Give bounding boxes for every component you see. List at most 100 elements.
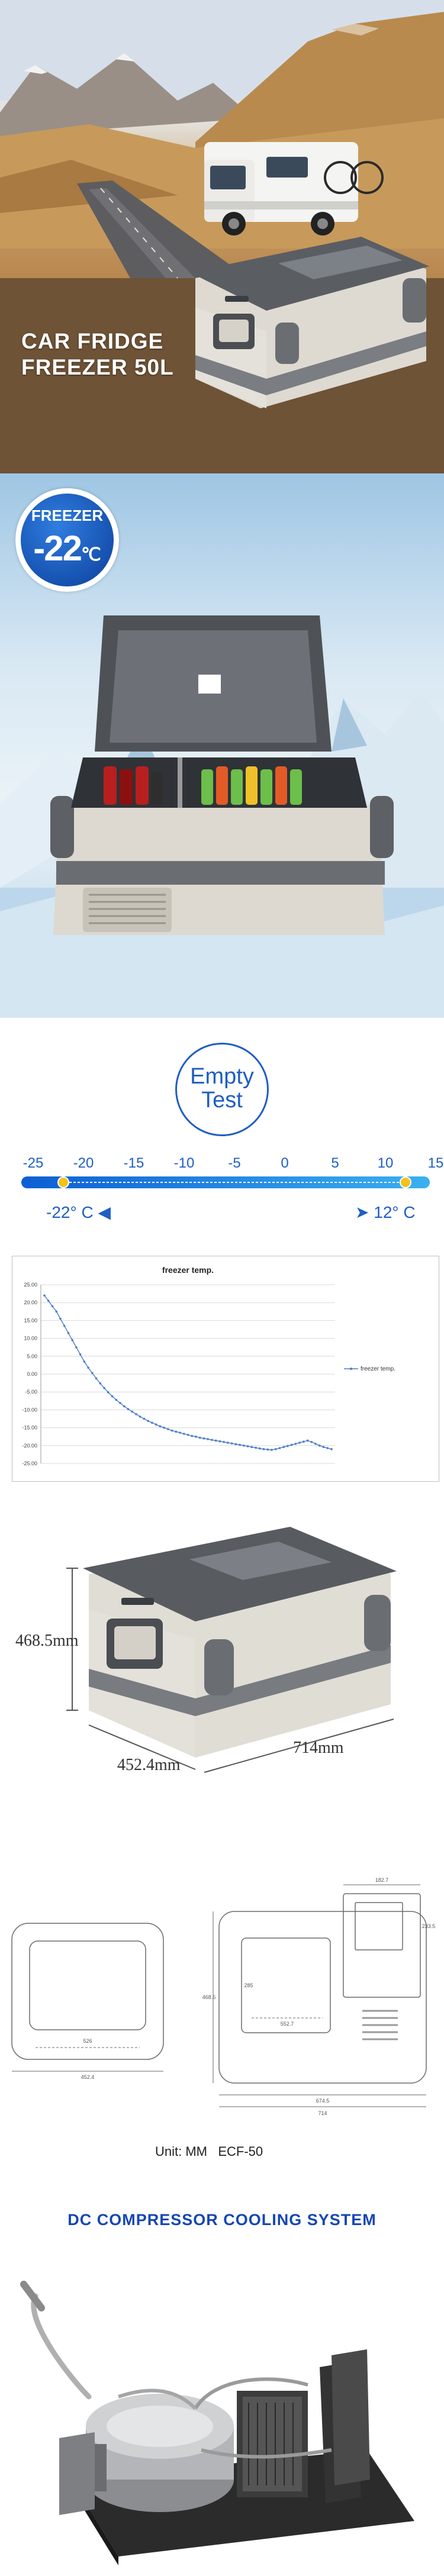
data-point bbox=[103, 1387, 105, 1389]
data-point bbox=[175, 1430, 178, 1433]
data-point bbox=[79, 1353, 82, 1356]
data-point bbox=[290, 1443, 293, 1446]
y-tick-label: -15.00 bbox=[22, 1425, 37, 1431]
data-point bbox=[182, 1433, 185, 1435]
series-line bbox=[44, 1295, 332, 1450]
freezer-temp-chart-section: freezer temp. 25.00 20.00 15.00 10.00 5.00 0.0… bbox=[0, 1243, 444, 1491]
data-point bbox=[303, 1440, 305, 1443]
data-point bbox=[258, 1447, 261, 1450]
y-tick-label: -20.00 bbox=[22, 1443, 37, 1449]
technical-drawings-section: 526 452.4 182.7 233.5 468.5 285 552.7 67… bbox=[0, 1823, 444, 2201]
data-point bbox=[179, 1432, 181, 1434]
data-point bbox=[163, 1426, 165, 1429]
temperature-scale-bar bbox=[21, 1176, 430, 1188]
data-point bbox=[274, 1448, 277, 1450]
arrow-left-icon: ◀ bbox=[98, 1203, 111, 1221]
width-dimension: 714mm bbox=[293, 1739, 344, 1757]
data-point bbox=[282, 1446, 285, 1449]
empty-test-line-1: Empty bbox=[190, 1064, 254, 1089]
hero-title: CAR FRIDGE FREEZER 50L bbox=[21, 328, 174, 381]
y-tick-label: -5.00 bbox=[25, 1389, 37, 1395]
low-temp-label: -22° C ◀ bbox=[46, 1202, 111, 1222]
data-point bbox=[287, 1445, 289, 1447]
drinks-bottles-image bbox=[104, 766, 302, 805]
data-point bbox=[298, 1442, 301, 1444]
data-point bbox=[230, 1442, 233, 1445]
data-point bbox=[306, 1439, 309, 1442]
badge-temp-unit: ℃ bbox=[81, 545, 101, 565]
data-point bbox=[115, 1398, 118, 1401]
data-point bbox=[127, 1408, 130, 1410]
high-temp-label: ➤ 12° C bbox=[355, 1202, 416, 1222]
model-label: ECF-50 bbox=[218, 2144, 263, 2159]
scale-tick-label: -15 bbox=[123, 1155, 144, 1171]
empty-test-section: Empty Test -25 -20 -15 -10 -5 0 5 10 15 -22° C ◀… bbox=[0, 1018, 444, 1243]
cooling-system-title: DC COMPRESSOR COOLING SYSTEM bbox=[67, 2211, 377, 2229]
low-temp-marker bbox=[57, 1176, 69, 1188]
data-point bbox=[123, 1405, 126, 1408]
y-tick-label: 10.00 bbox=[24, 1336, 37, 1342]
data-point bbox=[211, 1439, 213, 1441]
empty-test-badge: Empty Test bbox=[175, 1043, 269, 1136]
data-point bbox=[202, 1437, 205, 1440]
y-tick-label: 15.00 bbox=[24, 1317, 37, 1323]
data-point bbox=[59, 1317, 62, 1320]
scale-tick-label: -5 bbox=[228, 1155, 241, 1171]
drawing-label-side-inner-h: 285 bbox=[244, 1982, 253, 1988]
drawing-label-side-w1: 674.5 bbox=[316, 2098, 330, 2104]
data-point bbox=[170, 1429, 173, 1432]
freezer-section: FREEZER -22℃ bbox=[0, 473, 444, 1018]
data-point bbox=[99, 1382, 102, 1385]
compressor-illustration bbox=[20, 2281, 414, 2565]
data-point bbox=[214, 1439, 217, 1442]
data-point bbox=[314, 1442, 317, 1445]
data-point bbox=[195, 1435, 197, 1438]
y-tick-label: 25.00 bbox=[24, 1282, 37, 1288]
data-point bbox=[250, 1446, 253, 1449]
badge-temp-value: -22 bbox=[33, 528, 82, 568]
cooling-system-section: DC COMPRESSOR COOLING SYSTEM bbox=[0, 2201, 444, 2576]
legend-label: freezer temp. bbox=[361, 1366, 395, 1372]
data-point bbox=[239, 1443, 241, 1446]
data-point bbox=[227, 1442, 229, 1444]
data-point bbox=[63, 1324, 66, 1327]
data-point bbox=[243, 1445, 245, 1447]
data-point bbox=[51, 1305, 54, 1308]
data-point bbox=[262, 1448, 265, 1450]
scale-tick-label: -10 bbox=[173, 1155, 195, 1171]
high-temp-text: 12° C bbox=[374, 1203, 416, 1221]
drawing-label-front-total: 452.4 bbox=[81, 2074, 95, 2080]
height-dimension: 468.5mm bbox=[15, 1632, 79, 1650]
hero-title-line-1: CAR FRIDGE bbox=[21, 329, 164, 353]
data-point bbox=[218, 1440, 221, 1443]
arrow-right-icon: ➤ bbox=[355, 1203, 369, 1221]
data-point bbox=[75, 1346, 78, 1349]
data-point bbox=[139, 1416, 141, 1418]
y-tick-label: 0.00 bbox=[27, 1371, 37, 1377]
technical-drawings: 526 452.4 182.7 233.5 468.5 285 552.7 67… bbox=[11, 1877, 435, 2116]
data-point bbox=[167, 1428, 169, 1430]
data-point bbox=[266, 1448, 269, 1451]
hero-scene-illustration bbox=[0, 0, 444, 473]
data-point bbox=[207, 1438, 209, 1440]
data-point bbox=[87, 1366, 89, 1369]
scale-tick-label: -25 bbox=[22, 1155, 44, 1171]
data-point bbox=[147, 1420, 149, 1422]
data-point bbox=[294, 1442, 297, 1445]
data-point bbox=[255, 1446, 257, 1449]
data-point bbox=[310, 1440, 313, 1443]
data-point bbox=[278, 1447, 281, 1449]
badge-temperature: -22℃ bbox=[21, 528, 114, 569]
scale-tick-label: 10 bbox=[377, 1155, 394, 1171]
data-point bbox=[155, 1423, 157, 1426]
data-point bbox=[271, 1449, 273, 1451]
data-point bbox=[135, 1413, 137, 1416]
dimensions-section: 468.5mm 452.4mm 714mm bbox=[0, 1491, 444, 1823]
y-tick-label: 5.00 bbox=[27, 1353, 37, 1359]
open-fridge-illustration bbox=[0, 615, 444, 1018]
freezer-temp-badge: FREEZER -22℃ bbox=[15, 488, 119, 592]
data-point bbox=[326, 1447, 329, 1449]
data-point bbox=[234, 1443, 237, 1446]
unit-label: Unit: MM bbox=[155, 2144, 207, 2159]
data-point bbox=[83, 1360, 86, 1363]
